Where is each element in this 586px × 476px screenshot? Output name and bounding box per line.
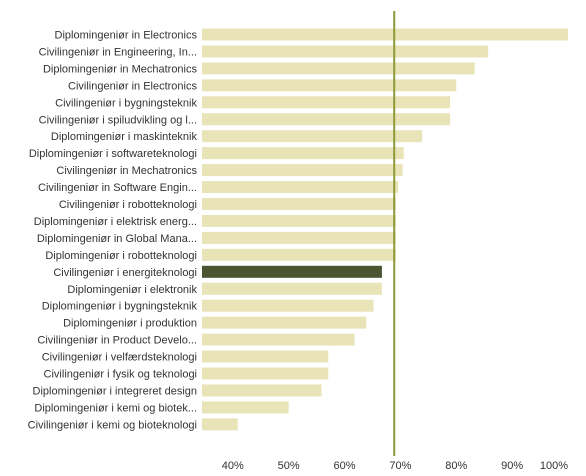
category-label: Civilingeniør in Electronics [68, 80, 197, 92]
bars-layer [202, 28, 568, 431]
bar [202, 248, 396, 261]
category-label: Civilingeniør in Product Develo... [37, 335, 197, 347]
x-tick-label: 90% [501, 460, 523, 472]
category-label: Diplomingeniør i elektronik [67, 284, 197, 296]
category-labels: Diplomingeniør in Electronics Civilingeni… [28, 30, 198, 432]
category-label: Diplomingeniør i produktion [63, 318, 197, 330]
bar [202, 384, 322, 397]
bar [202, 164, 403, 177]
category-label: Diplomingeniør i bygningsteknik [42, 301, 198, 313]
category-label: Civilingeniør i robotteknologi [59, 199, 197, 211]
category-label: Diplomingeniør in Mechatronics [43, 63, 198, 75]
bar [202, 299, 374, 312]
category-label: Diplomingeniør i integreret design [33, 385, 197, 397]
x-tick-label: 40% [222, 460, 244, 472]
bar [202, 96, 451, 109]
bar [202, 198, 396, 210]
bar [202, 28, 568, 41]
bar [202, 181, 399, 194]
category-label: Civilingeniør i kemi og bioteknologi [28, 419, 197, 431]
category-label: Civilingeniør i velfærdsteknologi [42, 352, 197, 364]
bar [202, 367, 329, 380]
bar [202, 113, 451, 126]
bar [202, 418, 238, 431]
category-label: Civilingeniør in Mechatronics [56, 165, 197, 177]
x-tick-label: 100% [540, 460, 568, 472]
bar [202, 79, 457, 92]
x-tick-label: 50% [278, 460, 300, 472]
category-label: Diplomingeniør i softwareteknologi [29, 148, 197, 160]
category-label: Civilingeniør i spiludvikling og l... [39, 114, 197, 126]
bar [202, 147, 404, 160]
category-label: Diplomingeniør i robotteknologi [45, 250, 197, 262]
x-tick-label: 60% [333, 460, 355, 472]
bar-highlighted [202, 265, 382, 278]
bar [202, 62, 475, 75]
x-tick-label: 80% [445, 460, 467, 472]
bar [202, 214, 396, 227]
category-label: Civilingeniør i fysik og teknologi [44, 369, 197, 381]
category-label: Diplomingeniør i kemi og biotek... [34, 402, 197, 414]
x-tick-label: 70% [389, 460, 411, 472]
category-label: Civilingeniør i bygningsteknik [55, 97, 197, 109]
bar [202, 333, 355, 346]
category-label: Diplomingeniør in Global Mana... [37, 233, 197, 245]
category-label: Civilingeniør in Software Engin... [38, 182, 197, 194]
category-label: Diplomingeniør in Electronics [55, 30, 198, 42]
bar [202, 401, 289, 414]
category-label: Diplomingeniør i maskinteknik [51, 131, 198, 143]
bar [202, 231, 396, 244]
category-label: Diplomingeniør i elektrisk energ... [34, 216, 197, 228]
bar [202, 45, 489, 58]
bar [202, 316, 367, 329]
bar [202, 130, 423, 143]
x-axis-tick-labels: 40% 50% 60% 70% 80% 90% 100% [222, 460, 568, 472]
bar [202, 350, 329, 363]
category-label: Civilingeniør in Engineering, In... [39, 46, 197, 58]
category-label: Civilingeniør i energiteknologi [53, 267, 197, 279]
bar [202, 282, 382, 295]
